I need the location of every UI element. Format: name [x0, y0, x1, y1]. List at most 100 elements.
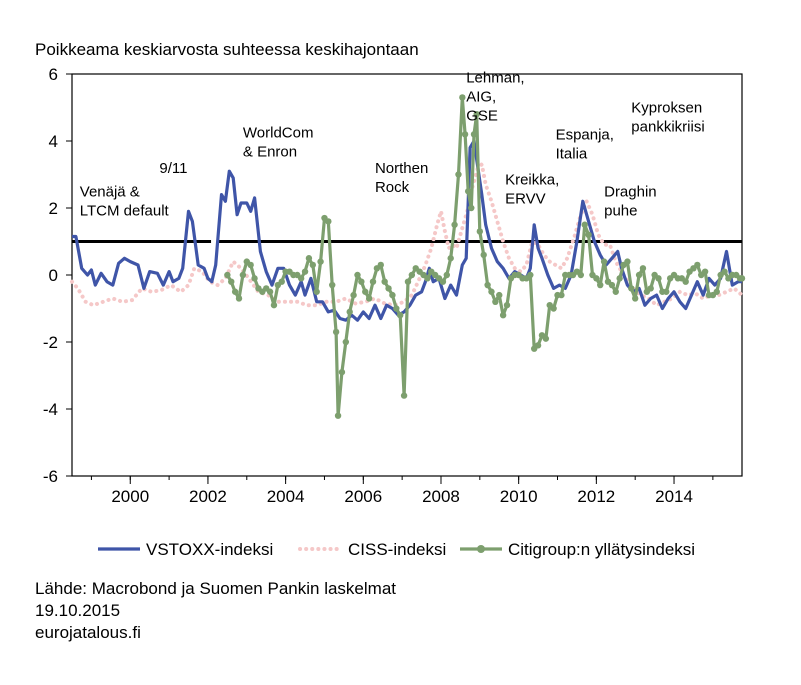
series-citigroup-point [251, 275, 258, 282]
series-citigroup-point [527, 271, 534, 279]
series-citigroup-point [484, 281, 491, 289]
series-citigroup-point [701, 268, 709, 275]
plot-area: 6 4 2 0 -2 -4 -6 2000 2002 2004 2006 2008 2010 2012 20… [43, 65, 746, 506]
y-tick-label: 4 [49, 132, 58, 151]
annotation-line: Draghin [604, 183, 657, 200]
series-citigroup-point [247, 261, 254, 269]
series-citigroup-point [235, 295, 243, 302]
series-citigroup-point [647, 285, 654, 292]
series-citigroup-point [713, 288, 720, 295]
series-citigroup-point [470, 131, 478, 138]
x-tick-label: 2012 [577, 487, 615, 506]
series-citigroup-point [455, 171, 462, 178]
series-citigroup-point [385, 285, 392, 292]
series-citigroup-point [266, 288, 274, 295]
series-citigroup-point [334, 412, 342, 419]
series-citigroup-point [443, 271, 451, 279]
date-line: 19.10.2015 [35, 601, 121, 620]
x-tick-label: 2008 [422, 487, 460, 506]
y-tick-label: 2 [49, 199, 58, 218]
series-citigroup-point [542, 335, 550, 342]
series-citigroup-point [365, 295, 373, 302]
series-citigroup-point [600, 258, 608, 265]
series-citigroup-point [639, 265, 647, 272]
series-citigroup-point [377, 261, 384, 269]
series-citigroup-point [224, 271, 231, 279]
series-citigroup-point [581, 221, 588, 228]
series-citigroup-point [499, 312, 507, 319]
annotation: WorldCom & Enron [243, 125, 314, 161]
annotation-line: Rock [375, 179, 410, 196]
series-citigroup-point [488, 288, 495, 295]
series-citigroup-point [278, 278, 285, 285]
x-tick-label: 2004 [267, 487, 305, 506]
series-citigroup-point [663, 288, 670, 295]
series-citigroup-point [682, 278, 689, 285]
series-citigroup-point [297, 275, 305, 282]
y-tick-label: -6 [43, 467, 58, 486]
series-citigroup-point [628, 285, 635, 292]
series-citigroup-point [635, 271, 643, 279]
series-citigroup-point [305, 255, 313, 262]
series-citigroup-point [468, 204, 475, 212]
x-tick-label: 2006 [344, 487, 382, 506]
series-citigroup-point [346, 308, 353, 316]
annotation-line: WorldCom [243, 125, 314, 142]
series-citigroup-point [464, 188, 472, 195]
series-citigroup-point [550, 305, 557, 312]
annotation: Venäjä & LTCM default [80, 183, 170, 219]
series-citigroup-point [496, 291, 503, 299]
annotation-line: Italia [556, 145, 588, 162]
annotation-line: Espanja, [556, 126, 614, 143]
series-citigroup-point [338, 368, 346, 376]
series-citigroup-point [585, 231, 592, 238]
series-citigroup-point [389, 291, 396, 299]
series-citigroup-point [451, 221, 458, 228]
series-citigroup-point [397, 312, 404, 319]
chart-title: Poikkeama keskiarvosta suhteessa keskiha… [35, 40, 419, 59]
y-tick-label: -2 [43, 333, 58, 352]
series-citigroup-point [558, 291, 565, 299]
annotation: Northen Rock [375, 160, 428, 196]
series-citigroup-point [577, 271, 585, 279]
series-citigroup-point [350, 291, 357, 299]
y-tick-label: 0 [49, 266, 58, 285]
legend: VSTOXX-indeksi CISS-indeksi Citigroup:n yl… [98, 540, 695, 559]
annotation-line: LTCM default [80, 202, 170, 219]
series-citigroup-point [655, 275, 662, 282]
series-citigroup-point [400, 392, 408, 399]
source-line: Lähde: Macrobond ja Suomen Pankin laskel… [35, 579, 396, 598]
y-tick-label: -4 [43, 400, 58, 419]
series-citigroup-point [354, 271, 361, 279]
chart: Poikkeama keskiarvosta suhteessa keskiha… [35, 40, 746, 559]
series-citigroup-point [473, 111, 480, 118]
annotation-line: Venäjä & [80, 183, 140, 200]
y-tick-label: 6 [49, 65, 58, 84]
series-citigroup-point [369, 278, 377, 285]
x-tick-label: 2002 [189, 487, 227, 506]
series-citigroup-point [424, 275, 431, 282]
series-citigroup-point [439, 278, 447, 285]
series-citigroup-point [616, 275, 623, 282]
annotation: Kyproksen pankkikriisi [631, 100, 704, 136]
annotation-line: & Enron [243, 144, 297, 161]
annotation-line: puhe [604, 202, 637, 219]
annotation-line: Kyproksen [631, 100, 702, 117]
series-citigroup-point [738, 275, 746, 282]
website-line: eurojatalous.fi [35, 623, 141, 642]
series-citigroup-point [358, 278, 365, 285]
series-citigroup-point [459, 94, 466, 101]
series-citigroup-point [231, 288, 239, 295]
series-citigroup-point [301, 268, 309, 275]
series-citigroup-point [492, 298, 499, 305]
annotation-line: pankkikriisi [631, 119, 704, 136]
series-citigroup-point [325, 218, 332, 225]
series-citigroup-point [608, 281, 616, 289]
series-citigroup-point [476, 228, 484, 235]
annotation: Lehman, AIG, GSE [466, 69, 524, 124]
series-citigroup-point [624, 258, 631, 265]
annotation-line: Lehman, [466, 69, 524, 86]
series-citigroup-point [381, 278, 388, 285]
annotation-line: GSE [466, 107, 498, 124]
series-citigroup-point [317, 258, 324, 265]
